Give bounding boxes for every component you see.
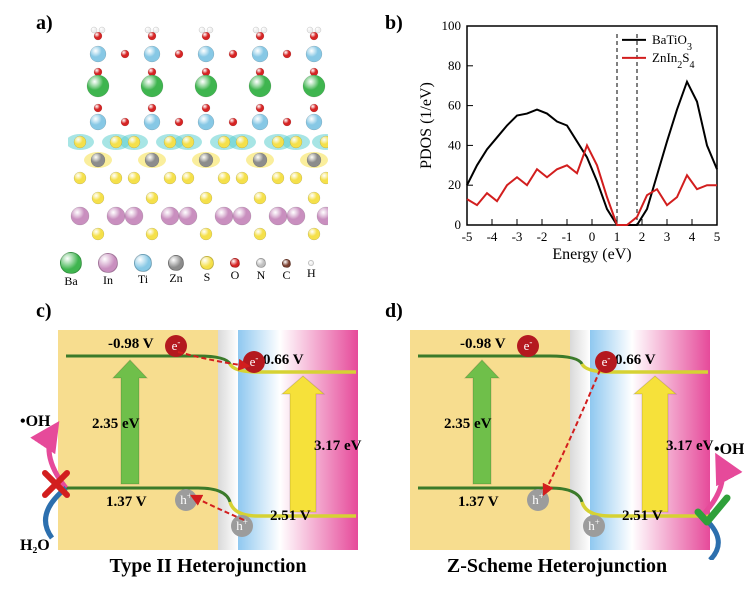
svg-text:-0.98 V: -0.98 V	[460, 336, 506, 352]
svg-text:1.37 V: 1.37 V	[106, 494, 147, 510]
svg-text:H₂O: H₂O	[20, 537, 50, 554]
svg-text:-1: -1	[562, 229, 573, 244]
svg-text:-0.66 V: -0.66 V	[258, 352, 304, 368]
svg-text:PDOS (1/eV): PDOS (1/eV)	[418, 82, 435, 169]
svg-text:1: 1	[614, 229, 621, 244]
svg-text:2.35 eV: 2.35 eV	[444, 416, 492, 432]
atom-c: C	[282, 259, 291, 283]
atom-ti: Ti	[134, 254, 152, 287]
atom-ba: Ba	[60, 252, 82, 289]
svg-text:60: 60	[448, 98, 461, 113]
svg-text:80: 80	[448, 58, 461, 73]
svg-text:Energy (eV): Energy (eV)	[552, 246, 631, 263]
svg-text:3.17 eV: 3.17 eV	[666, 438, 714, 454]
svg-text:2.51 V: 2.51 V	[622, 508, 663, 524]
svg-text:5: 5	[714, 229, 721, 244]
atom-n: N	[256, 258, 266, 283]
svg-text:1.37 V: 1.37 V	[458, 494, 499, 510]
svg-text:-2: -2	[537, 229, 548, 244]
svg-text:•OH: •OH	[714, 441, 744, 458]
svg-text:4: 4	[689, 229, 696, 244]
svg-text:-3: -3	[512, 229, 523, 244]
svg-text:•OH: •OH	[20, 413, 51, 430]
atom-legend: Ba In Ti Zn SONCH	[60, 252, 316, 289]
atom-in: In	[98, 253, 118, 288]
svg-text:-5: -5	[462, 229, 473, 244]
svg-text:100: 100	[442, 18, 462, 33]
panel-a-structure	[68, 22, 328, 242]
atom-s: S	[200, 256, 214, 285]
svg-text:2: 2	[639, 229, 646, 244]
svg-text:-4: -4	[487, 229, 498, 244]
panel-d-band-diagram: -0.98 V 1.37 V -0.66 V 2.51 V 2.35 eV 3.17 eV…	[370, 320, 744, 560]
svg-text:0: 0	[455, 217, 462, 232]
atom-o: O	[230, 258, 240, 283]
atom-h: H	[307, 260, 316, 281]
svg-text:2.51 V: 2.51 V	[270, 508, 311, 524]
svg-text:40: 40	[448, 137, 461, 152]
svg-text:3.17 eV: 3.17 eV	[314, 438, 362, 454]
svg-text:20: 20	[448, 177, 461, 192]
panel-b-label: b)	[385, 12, 403, 35]
svg-text:0: 0	[589, 229, 596, 244]
svg-text:3: 3	[664, 229, 671, 244]
svg-text:-0.98 V: -0.98 V	[108, 336, 154, 352]
pdos-chart: -5 -4 -3 -2 -1 0 1 2 3 4 5 0 20 40 60 80 100 Energy (eV) P…	[415, 18, 725, 263]
svg-text:-0.66 V: -0.66 V	[610, 352, 656, 368]
svg-text:2.35 eV: 2.35 eV	[92, 416, 140, 432]
panel-c-band-diagram: -0.98 V 1.37 V -0.66 V 2.51 V 2.35 eV 3.17 eV…	[18, 320, 398, 560]
panel-a-label: a)	[36, 12, 53, 35]
atom-zn: Zn	[168, 255, 184, 286]
